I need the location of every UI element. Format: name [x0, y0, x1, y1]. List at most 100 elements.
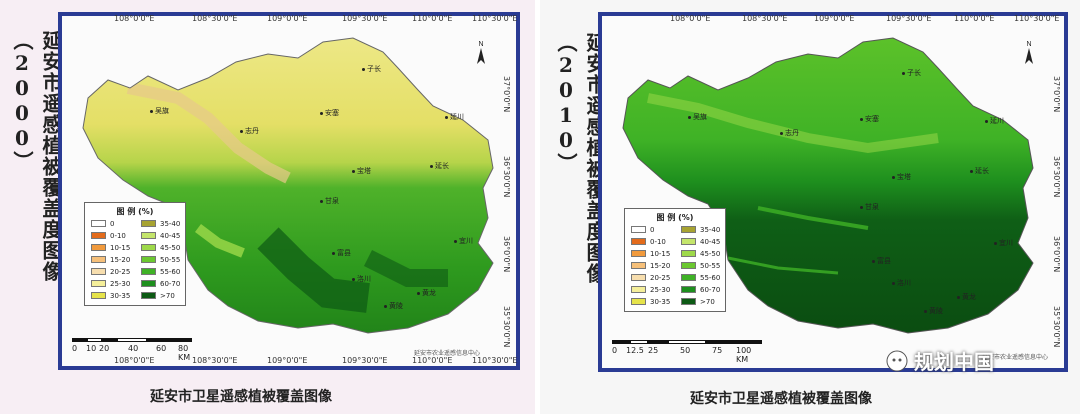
city-label: 宜川	[994, 238, 1013, 248]
legend-item: 40-45	[681, 237, 720, 246]
legend-item: 0	[631, 225, 654, 234]
city-label: 延长	[970, 166, 989, 176]
lon-tick: 110°30'0"E	[472, 14, 518, 23]
map-frame: 108°0'0"E 108°30'0"E 109°0'0"E 109°30'0"…	[598, 12, 1068, 372]
watermark-text: 规划中国	[914, 350, 994, 374]
city-label: 延川	[985, 116, 1004, 126]
lon-tick: 110°0'0"E	[954, 14, 995, 23]
svg-text:N: N	[1026, 41, 1031, 48]
lon-tick-bottom: 110°0'0"E	[412, 356, 453, 365]
legend-item: >70	[141, 291, 175, 300]
legend-item: 20-25	[631, 273, 670, 282]
city-label: 富县	[872, 256, 891, 266]
city-label: 甘泉	[860, 202, 879, 212]
legend-label: 35-40	[160, 219, 181, 228]
legend-swatch	[141, 256, 156, 263]
city-label: 宝塔	[892, 172, 911, 182]
legend-swatch	[141, 220, 156, 227]
lat-tick: 37°0'0"N	[1052, 76, 1061, 113]
legend-label: 60-70	[160, 279, 181, 288]
legend-label: 0	[650, 225, 655, 234]
map-caption: 延安市卫星遥感植被覆盖图像	[690, 391, 872, 407]
city-label: 富县	[332, 248, 351, 258]
legend-item: 55-60	[141, 267, 180, 276]
map-panel-2000: 延安市遥感植被覆盖度图像（2000） 108°0'0"E 108°30'0"E …	[0, 0, 535, 414]
legend-label: 30-35	[110, 291, 131, 300]
city-label: 吴旗	[150, 106, 169, 116]
legend-label: 60-70	[700, 285, 721, 294]
legend-swatch	[681, 298, 696, 305]
lat-tick: 37°0'0"N	[502, 76, 511, 113]
legend-swatch	[91, 220, 106, 227]
map-legend: 图 例 (%) 0 0-10 10-15 15-20 20-25 25-30 30-35 35…	[624, 208, 726, 312]
lon-tick: 109°30'0"E	[886, 14, 932, 23]
legend-item: 25-30	[631, 285, 670, 294]
legend-label: 10-15	[650, 249, 671, 258]
lat-tick: 36°0'0"N	[502, 236, 511, 273]
map-panel-2010: 延安市遥感植被覆盖度图像（2010） 108°0'0"E 108°30'0"E …	[540, 0, 1080, 414]
legend-label: 40-45	[160, 231, 181, 240]
legend-item: 50-55	[681, 261, 720, 270]
lat-tick: 35°30'0"N	[1052, 306, 1061, 348]
wechat-icon	[886, 350, 908, 371]
legend-item: 50-55	[141, 255, 180, 264]
legend-item: >70	[681, 297, 715, 306]
city-label: 安塞	[860, 114, 879, 124]
north-arrow-icon: N	[1025, 41, 1033, 64]
legend-label: 55-60	[160, 267, 181, 276]
city-label: 子长	[362, 64, 381, 74]
legend-item: 0	[91, 219, 114, 228]
legend-swatch	[91, 244, 106, 251]
legend-swatch	[631, 238, 646, 245]
legend-label: 50-55	[700, 261, 721, 270]
watermark: 规划中国	[886, 346, 994, 375]
legend-item: 35-40	[681, 225, 720, 234]
map-frame: 108°0'0"E 108°30'0"E 109°0'0"E 109°30'0"…	[58, 12, 520, 370]
city-label: 黄龙	[417, 288, 436, 298]
legend-swatch	[141, 280, 156, 287]
legend-swatch	[141, 244, 156, 251]
map-credit: 延安市农业遥感信息中心	[982, 354, 1049, 361]
lat-tick: 35°30'0"N	[502, 306, 511, 348]
legend-label: 10-15	[110, 243, 131, 252]
city-label: 子长	[902, 68, 921, 78]
legend-label: 15-20	[650, 261, 671, 270]
legend-item: 45-50	[141, 243, 180, 252]
legend-item: 10-15	[91, 243, 130, 252]
city-label: 洛川	[892, 278, 911, 288]
city-label: 志丹	[780, 128, 799, 138]
legend-item: 35-40	[141, 219, 180, 228]
legend-label: 25-30	[650, 285, 671, 294]
legend-swatch	[681, 250, 696, 257]
legend-label: 50-55	[160, 255, 181, 264]
legend-swatch	[91, 268, 106, 275]
legend-label: 20-25	[110, 267, 131, 276]
lat-tick: 36°30'0"N	[1052, 156, 1061, 198]
legend-swatch	[91, 232, 106, 239]
legend-label: 45-50	[160, 243, 181, 252]
city-label: 黄陵	[924, 306, 943, 316]
city-label: 黄龙	[957, 292, 976, 302]
city-label: 宝塔	[352, 166, 371, 176]
legend-swatch	[681, 238, 696, 245]
legend-swatch	[681, 286, 696, 293]
legend-label: 15-20	[110, 255, 131, 264]
lon-tick: 108°0'0"E	[114, 14, 155, 23]
lon-tick: 110°0'0"E	[412, 14, 453, 23]
legend-label: >70	[160, 291, 175, 300]
legend-swatch	[141, 232, 156, 239]
legend-item: 60-70	[141, 279, 180, 288]
legend-item: 25-30	[91, 279, 130, 288]
legend-item: 0-10	[631, 237, 666, 246]
legend-label: >70	[700, 297, 715, 306]
lon-tick: 110°30'0"E	[1014, 14, 1060, 23]
legend-swatch	[631, 274, 646, 281]
legend-title: 图 例 (%)	[116, 207, 154, 216]
legend-item: 20-25	[91, 267, 130, 276]
legend-item: 55-60	[681, 273, 720, 282]
legend-swatch	[631, 250, 646, 257]
city-label: 延长	[430, 161, 449, 171]
legend-swatch	[681, 274, 696, 281]
scale-label: 40	[128, 344, 139, 353]
legend-swatch	[631, 262, 646, 269]
